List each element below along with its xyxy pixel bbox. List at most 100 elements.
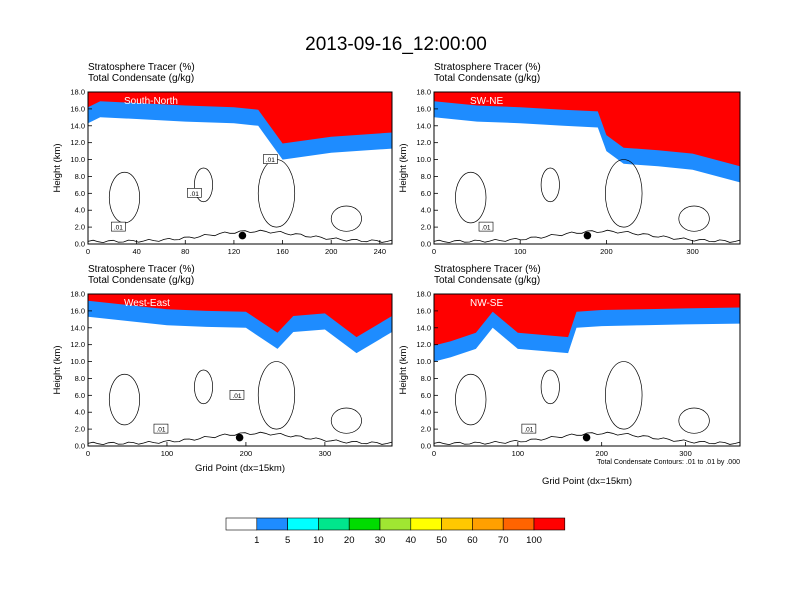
location-marker: [235, 433, 244, 442]
colorbar-swatch: [410, 517, 442, 531]
panel-west-east: .01 .01 0.0 2.0 4.0 6.0 8.0 10.0 12.0 14.0 16.0 18.…: [52, 264, 393, 474]
colorbar-swatch: [256, 517, 288, 531]
condensate-contour: [540, 167, 560, 203]
contour-field-label: Total Condensate (g/kg): [434, 73, 540, 84]
condensate-contour: [678, 407, 710, 434]
y-tick-label: 18.0: [70, 88, 85, 97]
condensate-contour: [194, 369, 213, 405]
x-tick-label: 0: [86, 449, 90, 458]
x-tick-label: 40: [132, 247, 140, 256]
y-tick-label: 4.0: [421, 408, 431, 417]
colorbar-label: 60: [467, 535, 478, 546]
field-label: Stratosphere Tracer (%): [88, 264, 195, 275]
colorbar-label: 30: [375, 535, 386, 546]
y-tick-label: 12.0: [70, 340, 85, 349]
x-tick-label: 300: [319, 449, 332, 458]
contour-label: .01: [266, 157, 275, 164]
contour-label: .01: [114, 225, 123, 232]
y-axis-label: Height (km): [52, 345, 63, 394]
y-tick-label: 12.0: [416, 138, 431, 147]
colorbar-swatch: [287, 517, 319, 531]
y-tick-label: 8.0: [75, 172, 85, 181]
colorbar-swatch: [348, 517, 381, 531]
tracer-band: [434, 92, 740, 167]
y-tick-label: 2.0: [75, 425, 85, 434]
y-tick-label: 10.0: [416, 155, 431, 164]
condensate-contour: [605, 361, 643, 430]
condensate-contour: [540, 369, 560, 405]
y-tick-label: 8.0: [421, 172, 431, 181]
plot-frame: [87, 91, 393, 245]
y-tick-label: 0.0: [421, 240, 431, 249]
x-tick-label: 120: [228, 247, 241, 256]
condensate-contour: [678, 205, 710, 232]
field-label: Stratosphere Tracer (%): [88, 62, 195, 73]
x-tick-label: 80: [181, 247, 189, 256]
x-tick-label: 200: [595, 449, 608, 458]
figure-title: 2013-09-16_12:00:00: [305, 34, 487, 55]
location-marker: [238, 231, 247, 240]
colorbar: 1 5 10 20 30 40 50 60 70 100: [225, 517, 566, 546]
region-label: NW-SE: [470, 298, 503, 309]
x-tick-label: 200: [325, 247, 338, 256]
y-tick-label: 10.0: [70, 357, 85, 366]
y-tick-label: 4.0: [75, 206, 85, 215]
y-tick-label: 18.0: [416, 290, 431, 299]
contour-label-box: [478, 221, 494, 232]
region-label: South-North: [124, 96, 178, 107]
contour-label-box: [111, 221, 126, 232]
contour-label-box: [229, 390, 245, 400]
y-axis-label: Height (km): [398, 143, 409, 192]
colorbar-swatch: [318, 517, 350, 531]
y-tick-label: 4.0: [421, 206, 431, 215]
contour-label: .01: [232, 393, 241, 400]
tracer-band: [88, 294, 392, 338]
y-tick-label: 0.0: [421, 442, 431, 451]
condensate-contour: [257, 361, 296, 430]
colorbar-label: 70: [498, 535, 509, 546]
colorbar-swatch: [225, 517, 258, 531]
plot-frame: [433, 91, 741, 245]
y-tick-label: 6.0: [75, 391, 85, 400]
panel-nw-se: .01 0.0 2.0 4.0 6.0 8.0 10.0 12.0 14.0 16.0 18.0 0 1…: [398, 264, 741, 487]
contour-label-box: [263, 154, 278, 164]
colorbar-label: 100: [526, 535, 542, 546]
region-label: SW-NE: [470, 96, 503, 107]
y-tick-label: 2.0: [421, 223, 431, 232]
y-tick-label: 10.0: [416, 357, 431, 366]
y-tick-label: 8.0: [421, 374, 431, 383]
y-tick-label: 8.0: [75, 374, 85, 383]
x-tick-label: 300: [679, 449, 692, 458]
colorbar-label: 50: [436, 535, 447, 546]
x-tick-label: 200: [240, 449, 253, 458]
x-tick-label: 100: [161, 449, 174, 458]
y-tick-label: 10.0: [70, 155, 85, 164]
y-tick-label: 14.0: [70, 121, 85, 130]
plot-frame: [433, 293, 741, 447]
condensate-contour: [433, 229, 741, 244]
x-tick-label: 0: [432, 449, 436, 458]
y-tick-label: 18.0: [416, 88, 431, 97]
colorbar-swatch: [502, 517, 535, 531]
condensate-contour: [87, 431, 393, 446]
condensate-contour: [605, 159, 643, 228]
y-tick-label: 16.0: [70, 104, 85, 113]
y-tick-label: 14.0: [416, 121, 431, 130]
y-tick-label: 18.0: [70, 290, 85, 299]
colorbar-label: 10: [313, 535, 324, 546]
panel-sw-ne: .01 0.0 2.0 4.0 6.0 8.0 10.0 12.0 14.0 16.0 18.0 0 1…: [398, 62, 741, 256]
location-marker: [583, 231, 592, 240]
x-tick-label: 0: [432, 247, 436, 256]
y-tick-label: 12.0: [70, 138, 85, 147]
colorbar-swatch: [533, 517, 566, 531]
condensate-contour: [433, 431, 741, 446]
x-tick-label: 0: [86, 247, 90, 256]
colorbar-swatch: [441, 517, 473, 531]
contour-label: .01: [481, 225, 490, 232]
contour-label-box: [187, 188, 202, 198]
tracer-band: [434, 294, 740, 346]
y-tick-label: 6.0: [75, 189, 85, 198]
x-axis-label: Grid Point (dx=15km): [195, 463, 285, 474]
condensate-contour: [330, 407, 362, 434]
